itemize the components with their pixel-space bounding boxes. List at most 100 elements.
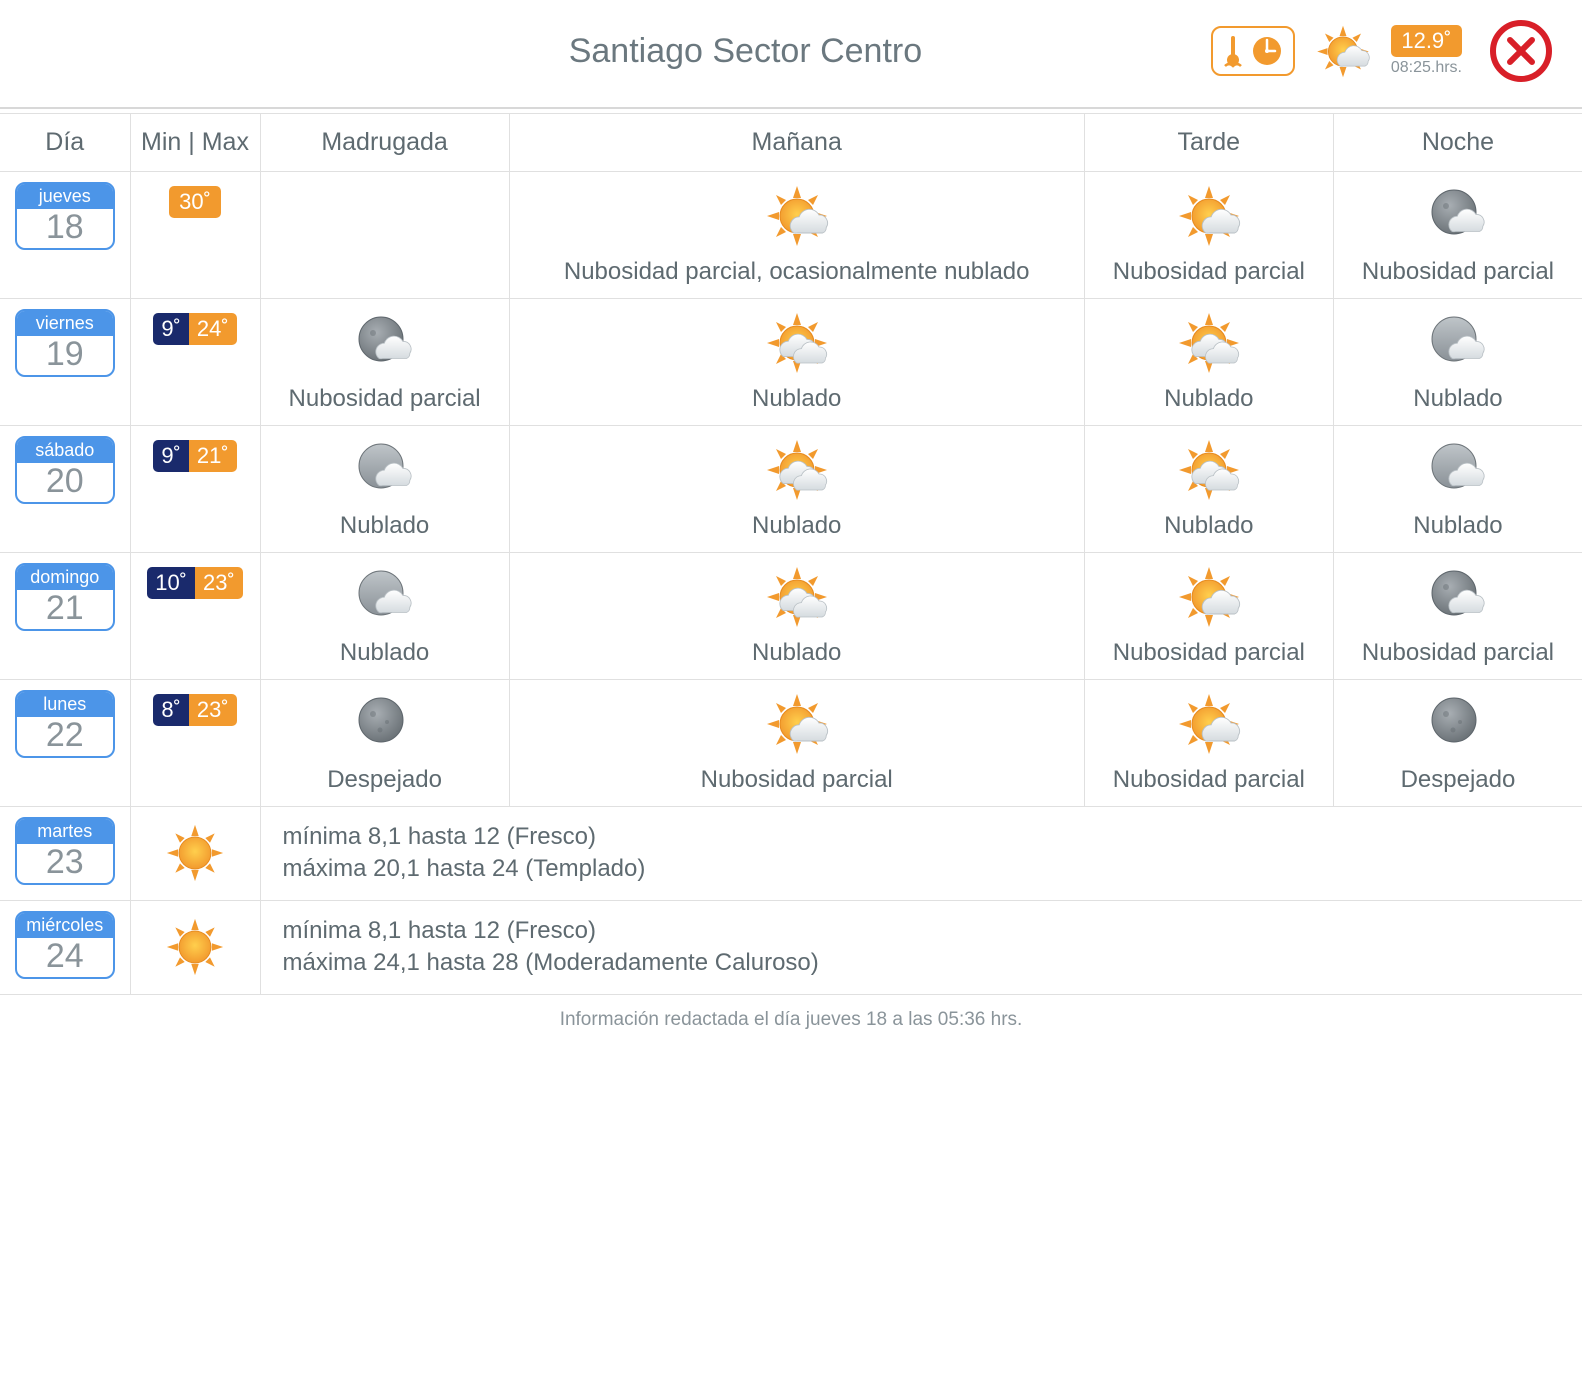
col-period-header: Tarde	[1084, 114, 1333, 172]
current-time: 08:25.hrs.	[1391, 59, 1462, 77]
weather-label: Nublado	[518, 639, 1076, 667]
forecast-text-row: miércoles 24 mínima 8,1 hasta 12 (Fresco…	[0, 900, 1582, 994]
sun-icon	[165, 823, 225, 883]
grey-cloud-icon	[1426, 311, 1490, 375]
day-number: 19	[17, 336, 113, 375]
sun-cloud-icon	[1177, 692, 1241, 756]
period-cell: Nubosidad parcial	[260, 299, 509, 426]
day-badge[interactable]: sábado 20	[15, 436, 115, 504]
weather-label: Nubosidad parcial	[1093, 258, 1325, 286]
day-number: 22	[17, 717, 113, 756]
day-of-week: miércoles	[17, 913, 113, 938]
forecast-text-line: máxima 20,1 hasta 24 (Templado)	[283, 853, 1561, 885]
weather-label: Nubosidad parcial	[1093, 639, 1325, 667]
day-of-week: lunes	[17, 692, 113, 717]
period-cell: Nubosidad parcial	[1084, 680, 1333, 807]
period-cell: Nublado	[509, 553, 1084, 680]
period-cell: Nublado	[260, 426, 509, 553]
header-bar: Santiago Sector Centro 12.9˚ 08:25.hrs.	[0, 0, 1582, 109]
day-number: 18	[17, 209, 113, 248]
summary-icon-cell	[130, 807, 260, 901]
day-badge[interactable]: miércoles 24	[15, 911, 115, 979]
weather-label: Nubosidad parcial	[518, 766, 1076, 794]
col-period-header: Mañana	[509, 114, 1084, 172]
period-cell: Nublado	[260, 553, 509, 680]
day-of-week: domingo	[17, 565, 113, 590]
moon-cloud-icon	[353, 311, 417, 375]
temp-max: 24˚	[189, 313, 237, 345]
period-cell: Despejado	[260, 680, 509, 807]
col-day-header: Día	[0, 114, 130, 172]
moon-icon	[353, 692, 417, 756]
close-icon	[1506, 36, 1536, 66]
forecast-text-line: mínima 8,1 hasta 12 (Fresco)	[283, 915, 1561, 947]
period-cell: Nublado	[1084, 299, 1333, 426]
sensor-icon[interactable]	[1211, 26, 1295, 76]
day-badge[interactable]: domingo 21	[15, 563, 115, 631]
day-badge[interactable]: martes 23	[15, 817, 115, 885]
moon-cloud-icon	[1426, 565, 1490, 629]
forecast-text-line: máxima 24,1 hasta 28 (Moderadamente Calu…	[283, 947, 1561, 979]
day-of-week: martes	[17, 819, 113, 844]
sun-cloud-heavy-icon	[1177, 438, 1241, 502]
moon-cloud-icon	[1426, 184, 1490, 248]
close-button[interactable]	[1490, 20, 1552, 82]
temp-max: 23˚	[195, 567, 243, 599]
sun-cloud-heavy-icon	[765, 438, 829, 502]
day-number: 24	[17, 938, 113, 977]
sun-cloud-heavy-icon	[765, 565, 829, 629]
day-badge[interactable]: jueves 18	[15, 182, 115, 250]
col-minmax-header: Min | Max	[130, 114, 260, 172]
weather-label: Nubosidad parcial	[269, 385, 501, 413]
day-of-week: viernes	[17, 311, 113, 336]
weather-label: Nublado	[1342, 385, 1574, 413]
period-cell: Nubosidad parcial, ocasionalmente nublad…	[509, 172, 1084, 299]
period-cell: Nubosidad parcial	[509, 680, 1084, 807]
day-number: 23	[17, 844, 113, 883]
weather-label: Despejado	[1342, 766, 1574, 794]
temp-max: 23˚	[189, 694, 237, 726]
weather-label: Nublado	[518, 385, 1076, 413]
forecast-row: sábado 20 9˚ 21˚ Nublado Nublado Nublado…	[0, 426, 1582, 553]
day-badge[interactable]: viernes 19	[15, 309, 115, 377]
period-cell: Nublado	[1333, 426, 1582, 553]
weather-label: Nubosidad parcial, ocasionalmente nublad…	[518, 258, 1076, 286]
col-period-header: Madrugada	[260, 114, 509, 172]
weather-label: Nubosidad parcial	[1342, 639, 1574, 667]
forecast-text-line: mínima 8,1 hasta 12 (Fresco)	[283, 821, 1561, 853]
weather-label: Despejado	[269, 766, 501, 794]
grey-cloud-icon	[353, 438, 417, 502]
current-conditions: 12.9˚ 08:25.hrs.	[1391, 25, 1462, 77]
temp-max: 21˚	[189, 440, 237, 472]
forecast-row: domingo 21 10˚ 23˚ Nublado Nublado Nubos…	[0, 553, 1582, 680]
temp-max: 30˚	[169, 186, 221, 218]
footnote: Información redactada el día jueves 18 a…	[0, 995, 1582, 1051]
day-of-week: sábado	[17, 438, 113, 463]
temp-min: 9˚	[153, 313, 189, 345]
period-cell: Nubosidad parcial	[1084, 553, 1333, 680]
current-weather-icon	[1313, 24, 1373, 79]
current-temp: 12.9˚	[1391, 25, 1461, 57]
day-badge[interactable]: lunes 22	[15, 690, 115, 758]
period-cell: Nublado	[509, 299, 1084, 426]
grey-cloud-icon	[1426, 438, 1490, 502]
location-title: Santiago Sector Centro	[280, 32, 1211, 71]
weather-label: Nublado	[1093, 385, 1325, 413]
weather-label: Nublado	[269, 639, 501, 667]
sun-cloud-icon	[1177, 184, 1241, 248]
grey-cloud-icon	[353, 565, 417, 629]
forecast-text: mínima 8,1 hasta 12 (Fresco)máxima 20,1 …	[260, 807, 1582, 901]
weather-label: Nublado	[269, 512, 501, 540]
col-period-header: Noche	[1333, 114, 1582, 172]
period-cell: Nubosidad parcial	[1333, 553, 1582, 680]
sun-cloud-icon	[1177, 565, 1241, 629]
temp-min: 10˚	[147, 567, 195, 599]
forecast-row: lunes 22 8˚ 23˚ Despejado Nubosidad parc…	[0, 680, 1582, 807]
period-cell-empty	[260, 172, 509, 299]
forecast-table: Día Min | Max Madrugada Mañana Tarde Noc…	[0, 113, 1582, 995]
moon-icon	[1426, 692, 1490, 756]
day-number: 20	[17, 463, 113, 502]
period-cell: Nublado	[509, 426, 1084, 553]
period-cell: Nublado	[1084, 426, 1333, 553]
period-cell: Despejado	[1333, 680, 1582, 807]
